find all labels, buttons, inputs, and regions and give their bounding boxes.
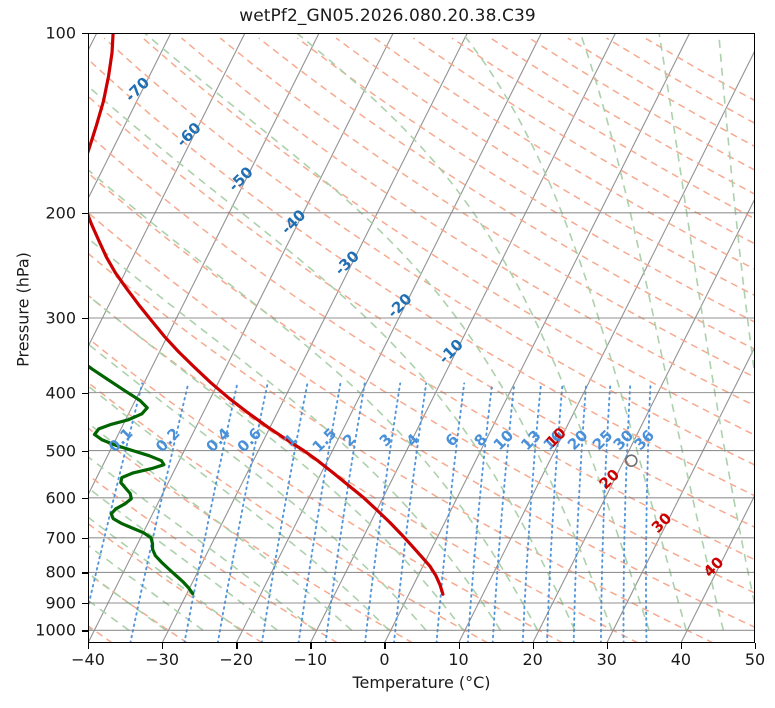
lcl-marker: [624, 454, 638, 467]
x-tick-mark: [755, 643, 757, 649]
x-tick-label: 20: [522, 650, 543, 669]
moist-adiabat-lines: [88, 33, 755, 631]
y-tick-mark: [82, 392, 88, 394]
x-tick-label: −40: [71, 650, 105, 669]
y-tick-label: 400: [45, 383, 76, 403]
x-tick-label: 10: [448, 650, 469, 669]
x-axis-ticks: −40 −30 −20 −10 0 10 20 30 40 50: [71, 643, 765, 683]
sounding-curve-dewpoint: [88, 364, 195, 596]
y-tick-mark: [82, 537, 88, 540]
x-tick-mark: [606, 643, 609, 649]
y-tick-label: 800: [45, 562, 76, 582]
plot-frame: [88, 33, 755, 643]
y-tick-mark: [82, 450, 88, 452]
dry-adiabat-lines: [88, 37, 755, 643]
y-tick-label: 500: [45, 441, 76, 461]
x-tick-mark: [236, 643, 238, 649]
y-tick-label: 700: [45, 528, 76, 548]
x-tick-label: −20: [219, 650, 254, 669]
x-tick-label: −30: [145, 650, 179, 669]
x-tick-label: 50: [744, 650, 766, 669]
mixing-ratio-lines: [88, 382, 652, 643]
x-tick-mark: [532, 643, 534, 649]
x-tick-mark: [310, 643, 312, 649]
y-tick-label: 1000: [35, 620, 76, 640]
x-tick-label: 40: [670, 650, 692, 669]
y-tick-mark: [82, 33, 88, 35]
y-tick-label: 300: [45, 308, 76, 328]
y-tick-label: 900: [45, 593, 76, 613]
skewt-canvas: 0.1 0.2 0.4 0.6 1 1.5 2 3 4 6 8 10 131620253036-70-6…: [88, 33, 755, 643]
y-tick-mark: [82, 603, 88, 605]
isobar-lines: [88, 33, 755, 631]
plot-area: 0.1 0.2 0.4 0.6 1 1.5 2 3 4 6 8 10 13 16 20 25 30 36 -70 -6…: [88, 33, 755, 643]
sounding-curve-temperature: [88, 33, 445, 596]
y-tick-mark: [82, 212, 88, 215]
y-tick-mark: [82, 497, 88, 500]
y-tick-label: 200: [45, 203, 76, 223]
x-tick-label: 0: [379, 650, 390, 669]
y-tick-label: 100: [45, 23, 76, 43]
y-axis-ticks: 100 200 300 400 500 600 700 800 900 1000: [0, 24, 76, 643]
y-tick-label: 600: [45, 488, 76, 508]
y-tick-mark: [82, 630, 88, 632]
x-tick-label: −10: [293, 650, 328, 669]
y-tick-mark: [82, 572, 88, 574]
x-tick-mark: [384, 643, 386, 649]
x-tick-mark: [680, 643, 683, 649]
x-tick-mark: [88, 643, 90, 649]
page-title: wetPf2_GN05.2026.080.20.38.C39: [239, 6, 536, 26]
y-tick-mark: [82, 318, 88, 320]
x-tick-mark: [458, 643, 460, 649]
x-tick-mark: [162, 643, 164, 649]
x-axis-label: Temperature (°C): [352, 673, 491, 692]
sounding-curves: [88, 33, 638, 596]
x-tick-label: 30: [596, 650, 617, 669]
